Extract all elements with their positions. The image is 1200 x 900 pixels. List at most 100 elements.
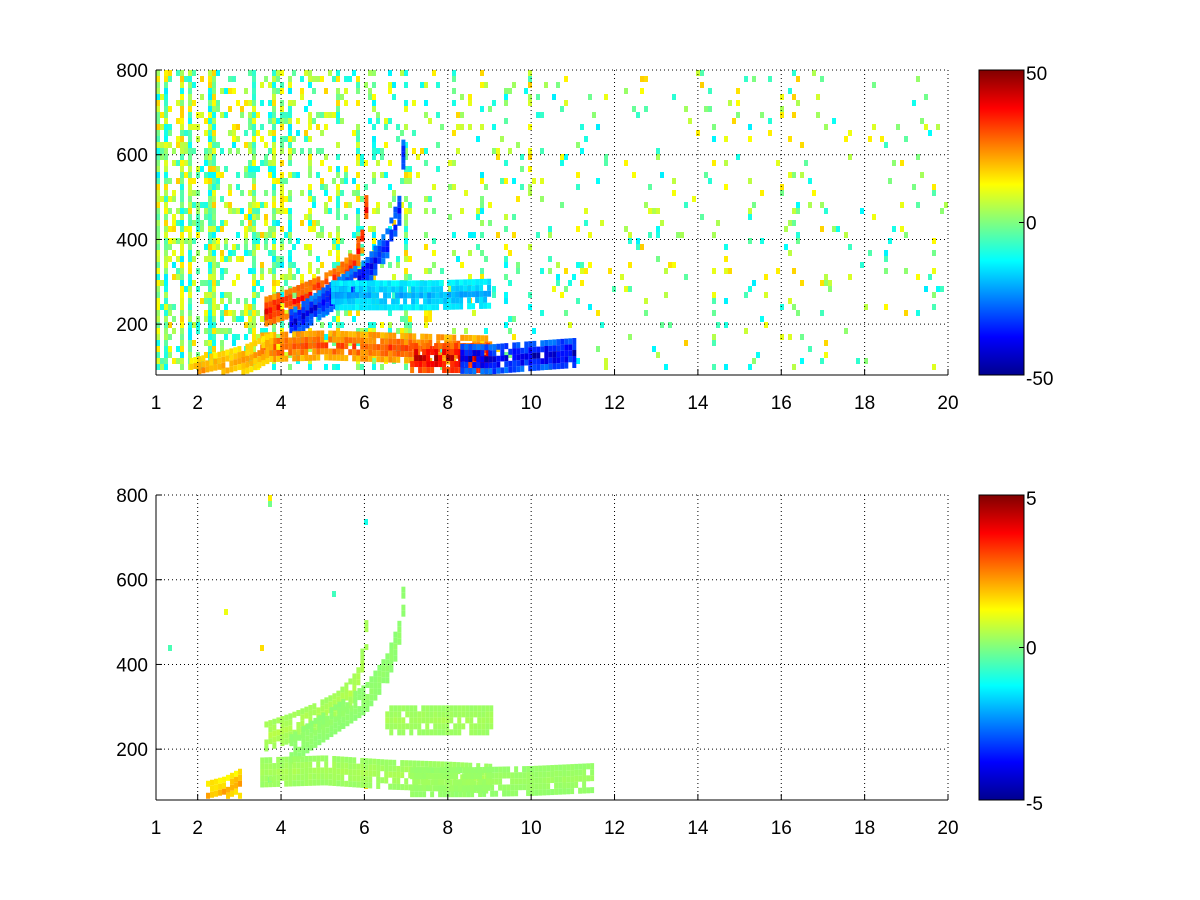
heatmap-cell <box>236 256 240 262</box>
heatmap-cell <box>392 94 396 100</box>
heatmap-cell <box>160 142 164 148</box>
heatmap-cell <box>296 331 301 338</box>
heatmap-cell <box>628 262 632 268</box>
heatmap-cell <box>452 160 456 166</box>
heatmap-cell <box>804 160 808 166</box>
heatmap-cell <box>229 354 234 361</box>
heatmap-cell <box>268 112 272 118</box>
heatmap-cell <box>336 330 341 337</box>
heatmap-cell <box>264 154 268 160</box>
heatmap-cell <box>425 705 430 712</box>
heatmap-cell <box>280 148 284 154</box>
heatmap-cell <box>353 696 358 703</box>
heatmap-cell <box>788 136 792 142</box>
heatmap-cell <box>164 106 168 112</box>
heatmap-cell <box>460 208 464 214</box>
heatmap-cell <box>383 286 388 293</box>
heatmap-cell <box>347 286 352 293</box>
heatmap-cell <box>465 711 470 718</box>
heatmap-cell <box>164 274 168 280</box>
heatmap-cell <box>316 761 321 768</box>
heatmap-cell <box>451 303 456 310</box>
heatmap-cell <box>180 82 184 88</box>
heatmap-cell <box>410 791 415 798</box>
heatmap-cell <box>371 292 376 299</box>
heatmap-cell <box>297 321 302 328</box>
heatmap-cell <box>332 364 336 370</box>
heatmap-cell <box>552 357 557 364</box>
heatmap-cell <box>276 316 281 323</box>
heatmap-cell <box>560 338 565 345</box>
heatmap-cell <box>364 620 369 627</box>
heatmap-cell <box>312 354 317 361</box>
heatmap-cell <box>423 292 428 299</box>
heatmap-cell <box>316 76 320 82</box>
heatmap-cell <box>188 298 192 304</box>
heatmap-cell <box>426 349 431 356</box>
heatmap-cell <box>317 721 322 728</box>
heatmap-cell <box>249 354 254 361</box>
heatmap-cell <box>485 717 490 724</box>
heatmap-cell <box>528 82 532 88</box>
heatmap-cell <box>292 343 297 350</box>
heatmap-cell <box>276 735 281 742</box>
heatmap-cell <box>301 726 306 733</box>
heatmap-cell <box>296 355 301 362</box>
heatmap-cell <box>748 238 752 244</box>
heatmap-cell <box>414 767 419 774</box>
heatmap-cell <box>508 360 513 367</box>
heatmap-cell <box>389 705 394 712</box>
heatmap-cell <box>466 779 471 786</box>
heatmap-cell <box>404 172 408 178</box>
heatmap-cell <box>532 364 537 371</box>
heatmap-cell <box>404 256 408 262</box>
colorbar-tick-label: 5 <box>1026 489 1037 510</box>
heatmap-cell <box>544 358 549 365</box>
heatmap-cell <box>372 328 376 334</box>
heatmap-cell <box>356 208 360 214</box>
heatmap-cell <box>340 768 345 775</box>
heatmap-cell <box>660 172 664 178</box>
heatmap-cell <box>632 172 636 178</box>
heatmap-cell <box>476 136 480 142</box>
heatmap-cell <box>369 688 374 695</box>
heatmap-cell <box>496 343 501 350</box>
heatmap-cell <box>230 778 235 785</box>
heatmap-cell <box>292 768 297 775</box>
heatmap-cell <box>208 334 212 340</box>
heatmap-cell <box>404 766 409 773</box>
heatmap-cell <box>410 767 415 774</box>
heatmap-cell <box>410 785 415 792</box>
heatmap-cell <box>590 769 595 776</box>
heatmap-cell <box>288 172 292 178</box>
heatmap-cell <box>582 763 587 770</box>
heatmap-cell <box>384 759 389 766</box>
heatmap-cell <box>224 304 228 310</box>
heatmap-cell <box>524 359 529 366</box>
heatmap-cell <box>372 154 376 160</box>
heatmap-cell <box>233 347 238 354</box>
heatmap-cell <box>328 166 332 172</box>
heatmap-cell <box>204 208 208 214</box>
heatmap-cell <box>352 673 357 680</box>
heatmap-cell <box>208 118 212 124</box>
heatmap-cell <box>349 286 354 293</box>
heatmap-cell <box>800 358 804 364</box>
heatmap-cell <box>288 337 293 344</box>
heatmap-cell <box>396 777 401 784</box>
heatmap-cell <box>272 154 276 160</box>
heatmap-cell <box>164 88 168 94</box>
heatmap-cell <box>534 765 539 772</box>
heatmap-cell <box>570 782 575 789</box>
heatmap-cell <box>280 292 284 298</box>
heatmap-cell <box>300 720 305 727</box>
heatmap-cell <box>304 287 309 294</box>
heatmap-cell <box>289 734 294 741</box>
heatmap-cell <box>486 784 491 791</box>
heatmap-cell <box>489 723 494 730</box>
heatmap-cell <box>554 764 559 771</box>
heatmap-cell <box>248 208 252 214</box>
heatmap-cell <box>316 779 321 786</box>
heatmap-cell <box>648 184 652 190</box>
heatmap-cell <box>280 315 285 322</box>
